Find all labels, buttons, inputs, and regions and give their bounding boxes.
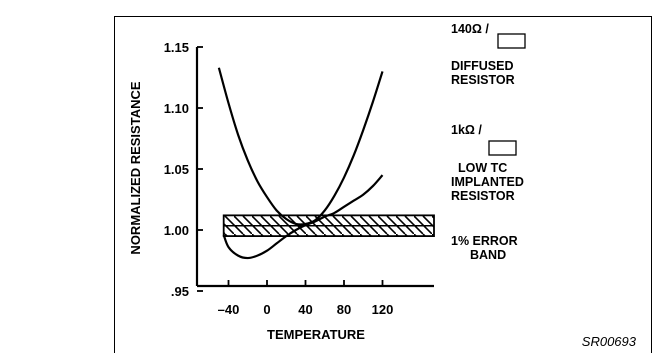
- svg-text:RESISTOR: RESISTOR: [451, 189, 515, 203]
- svg-text:DIFFUSED: DIFFUSED: [451, 59, 514, 73]
- svg-text:1kΩ /: 1kΩ /: [451, 123, 482, 137]
- x-tick-label: 0: [263, 302, 270, 317]
- svg-text:BAND: BAND: [470, 248, 506, 262]
- svg-text:1% ERROR: 1% ERROR: [451, 234, 518, 248]
- figure-code: SR00693: [582, 334, 637, 349]
- svg-text:RESISTOR: RESISTOR: [451, 73, 515, 87]
- annotation-error-band: 1% ERROR BAND: [451, 234, 518, 262]
- annotation-diffused: 140Ω / DIFFUSED RESISTOR: [451, 22, 526, 87]
- y-tick-label: 1.15: [164, 40, 189, 55]
- x-tick-label: 80: [337, 302, 351, 317]
- y-tick-label: .95: [171, 284, 189, 299]
- series-line-diffused-resistor: [217, 67, 384, 226]
- series-line-low-tc-implanted-resistor: [222, 174, 384, 260]
- figure-frame: [114, 16, 652, 353]
- x-tick-label: 40: [298, 302, 312, 317]
- square-symbol: [497, 33, 526, 49]
- x-tick-label: 120: [372, 302, 394, 317]
- svg-text:140Ω /: 140Ω /: [451, 22, 489, 36]
- square-symbol: [488, 140, 517, 156]
- x-axis-title: TEMPERATURE: [267, 327, 365, 342]
- y-axis-title: NORMALIZED RESISTANCE: [128, 81, 143, 254]
- annotation-low-tc: 1kΩ / LOW TC IMPLANTED RESISTOR: [451, 123, 524, 203]
- y-tick-label: 1.05: [164, 162, 189, 177]
- y-tick-label: 1.00: [164, 223, 189, 238]
- svg-text:LOW TC: LOW TC: [458, 161, 507, 175]
- x-tick-label: –40: [218, 302, 240, 317]
- x-ticks: –40 0 40 80 120: [218, 280, 394, 317]
- svg-text:IMPLANTED: IMPLANTED: [451, 175, 524, 189]
- y-tick-label: 1.10: [164, 101, 189, 116]
- series-group: [217, 67, 384, 260]
- y-ticks: 1.15 1.10 1.05 1.00 .95: [164, 40, 203, 299]
